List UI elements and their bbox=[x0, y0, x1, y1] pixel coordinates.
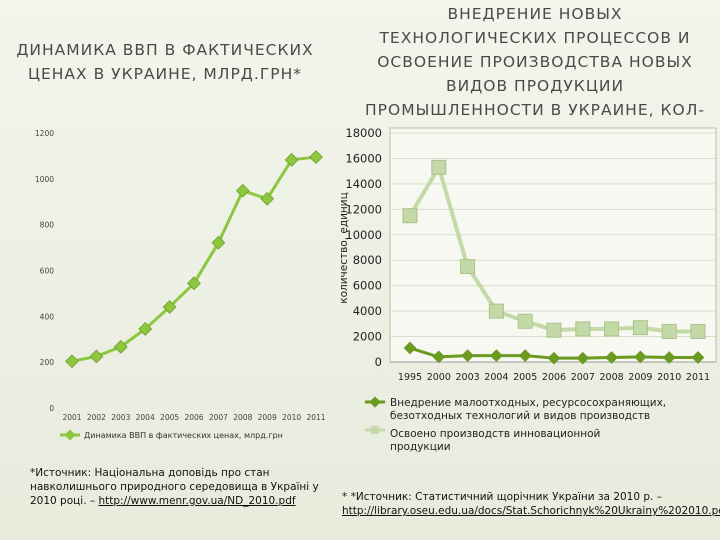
right-x-tick-label: 2011 bbox=[686, 372, 710, 383]
left-y-tick-label: 800 bbox=[40, 221, 55, 230]
left-y-tick-label: 600 bbox=[40, 267, 55, 276]
left-source-link[interactable]: http://www.menr.gov.ua/ND_2010.pdf bbox=[98, 495, 296, 507]
left-data-point bbox=[187, 276, 201, 291]
right-series-2-point bbox=[661, 323, 677, 339]
right-y-tick-label: 10000 bbox=[345, 228, 382, 242]
right-y-tick-label: 16000 bbox=[345, 151, 382, 165]
right-y-tick-label: 12000 bbox=[345, 202, 382, 216]
left-y-tick-label: 1200 bbox=[35, 129, 54, 138]
left-x-tick-label: 2007 bbox=[209, 413, 228, 422]
right-x-tick-label: 2003 bbox=[456, 372, 480, 383]
left-data-point bbox=[260, 191, 275, 206]
right-legend-1-marker bbox=[369, 396, 381, 408]
left-x-tick-label: 2010 bbox=[282, 413, 301, 422]
right-x-tick-label: 2006 bbox=[542, 372, 566, 383]
left-y-tick-label: 0 bbox=[49, 404, 54, 413]
left-data-point bbox=[284, 152, 299, 167]
right-x-tick-label: 2004 bbox=[484, 372, 508, 383]
left-data-point bbox=[162, 300, 177, 314]
left-x-tick-label: 2008 bbox=[233, 413, 252, 422]
right-x-tick-label: 2010 bbox=[657, 372, 681, 383]
right-y-tick-label: 8000 bbox=[353, 253, 382, 267]
right-y-tick-label: 14000 bbox=[345, 177, 382, 191]
right-series-2-point bbox=[690, 323, 706, 339]
right-x-tick-label: 2007 bbox=[571, 372, 595, 383]
left-source-note: *Источник: Національна доповідь про стан… bbox=[30, 466, 320, 508]
left-y-tick-label: 200 bbox=[40, 358, 55, 367]
right-x-tick-label: 2005 bbox=[513, 372, 537, 383]
right-y-tick-label: 0 bbox=[375, 355, 382, 369]
right-legend-2-marker bbox=[371, 426, 379, 434]
left-data-point bbox=[65, 354, 79, 369]
left-data-point bbox=[309, 150, 323, 164]
right-series-2-point bbox=[402, 208, 418, 224]
right-y-tick-label: 4000 bbox=[353, 304, 382, 318]
right-y-tick-label: 2000 bbox=[353, 330, 382, 344]
left-data-point bbox=[211, 235, 226, 250]
right-series-1-point bbox=[490, 349, 503, 363]
right-series-2-point bbox=[431, 159, 447, 175]
right-series-2-point bbox=[575, 321, 591, 337]
left-legend-label: Динамика ВВП в фактических ценах, млрд.г… bbox=[84, 431, 283, 440]
right-series-1-point bbox=[403, 341, 417, 355]
right-x-tick-label: 1995 bbox=[398, 372, 422, 383]
right-source-link[interactable]: http://library.oseu.edu.ua/docs/Stat.Sch… bbox=[342, 505, 720, 517]
right-legend-1-label: Внедрение малоотходных, ресурсосохраняющ… bbox=[390, 397, 666, 422]
left-x-tick-label: 2002 bbox=[87, 413, 106, 422]
left-data-point bbox=[138, 322, 153, 336]
left-x-tick-label: 2005 bbox=[160, 413, 179, 422]
right-series-2-point bbox=[460, 259, 476, 275]
right-y-axis-title: количество, единиц bbox=[338, 192, 350, 304]
left-data-point bbox=[235, 183, 250, 198]
left-source-text: *Источник: Національна доповідь про стан… bbox=[30, 467, 319, 507]
left-series-line bbox=[71, 155, 317, 363]
left-x-tick-label: 2001 bbox=[62, 413, 81, 422]
right-series-2-point bbox=[488, 303, 504, 319]
right-y-tick-label: 6000 bbox=[353, 279, 382, 293]
right-series-2-point bbox=[604, 321, 620, 337]
left-x-tick-label: 2011 bbox=[306, 413, 325, 422]
right-series-1-point bbox=[432, 350, 446, 364]
right-series-2-point bbox=[632, 320, 648, 336]
right-legend-2-label: Освоено производств инновационной продукц… bbox=[390, 428, 600, 453]
left-x-tick-label: 2004 bbox=[136, 413, 155, 422]
left-chart-title: ДИНАМИКА ВВП В ФАКТИЧЕСКИХ ЦЕНАХ В УКРАИ… bbox=[16, 41, 314, 83]
right-source-text: * *Источник: Статистичний щорічник Украї… bbox=[342, 491, 662, 503]
right-chart-title: ВНЕДРЕНИЕ НОВЫХ ТЕХНОЛОГИЧЕСКИХ ПРОЦЕССО… bbox=[365, 5, 705, 143]
right-x-tick-label: 2008 bbox=[600, 372, 624, 383]
left-legend-marker bbox=[64, 429, 76, 441]
left-y-tick-label: 400 bbox=[40, 312, 55, 321]
left-x-tick-label: 2009 bbox=[258, 413, 277, 422]
left-y-tick-label: 1000 bbox=[35, 175, 54, 184]
left-x-tick-label: 2006 bbox=[184, 413, 203, 422]
right-x-tick-label: 2009 bbox=[628, 372, 652, 383]
left-x-tick-label: 2003 bbox=[111, 413, 130, 422]
right-y-tick-label: 18000 bbox=[345, 126, 382, 140]
right-series-2-point bbox=[517, 313, 533, 329]
right-series-1-point bbox=[461, 349, 474, 363]
right-source-note: * *Источник: Статистичний щорічник Украї… bbox=[342, 490, 720, 518]
right-x-tick-label: 2000 bbox=[427, 372, 451, 383]
right-series-2-point bbox=[546, 322, 562, 338]
left-data-point bbox=[89, 349, 104, 364]
left-data-point bbox=[113, 339, 128, 354]
